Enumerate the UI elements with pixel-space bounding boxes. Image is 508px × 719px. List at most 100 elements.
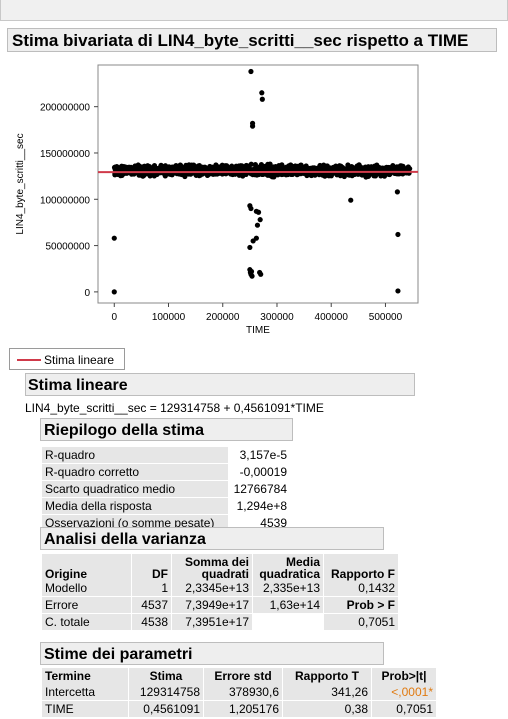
y-tick-label: 150000000 (40, 149, 90, 160)
anova-f: 0,7051 (323, 613, 399, 631)
params-p: 0,7051 (371, 700, 437, 718)
anova-media (252, 613, 324, 631)
data-point (374, 162, 380, 168)
data-point (297, 163, 304, 170)
col-media: Media quadratica (252, 554, 324, 580)
data-point (265, 172, 271, 178)
outlier-point (248, 205, 254, 212)
data-point (393, 166, 399, 172)
outlier-point (249, 273, 255, 279)
outlier-point (394, 189, 400, 195)
params-row: TIME 0,4561091 1,205176 0,38 0,7051 (42, 700, 437, 718)
data-point (123, 165, 129, 171)
x-tick-label: 500000 (369, 312, 403, 323)
params-termine: Intercetta (42, 684, 129, 701)
outlier-point (255, 209, 262, 215)
data-point (245, 166, 252, 172)
x-tick-label: 300000 (260, 312, 294, 323)
data-point (402, 166, 408, 172)
x-tick-label: 200000 (206, 312, 240, 323)
summary-label: Media della risposta (42, 497, 228, 515)
data-point (363, 174, 369, 180)
data-point (217, 166, 224, 172)
summary-value: -0,00019 (239, 465, 287, 479)
summary-value: 12766784 (233, 482, 287, 496)
outlier-point (249, 123, 256, 129)
y-tick-label: 200000000 (40, 103, 90, 114)
data-point (265, 162, 271, 168)
summary-value: 4539 (260, 516, 287, 530)
outlier-point (257, 217, 263, 223)
col-rapporto-f: Rapporto F (323, 554, 399, 580)
anova-df: 1 (131, 580, 172, 597)
y-tick-label: 100000000 (40, 195, 90, 206)
chart-legend[interactable]: Stima lineare (9, 348, 125, 370)
data-point (177, 162, 184, 168)
outlier-point (248, 68, 254, 75)
summary-label: R-quadro corretto (42, 463, 228, 481)
data-point (330, 164, 337, 171)
outlier-point (259, 90, 265, 96)
report-title[interactable]: Stima bivariata di LIN4_byte_scritti__se… (7, 28, 497, 52)
data-point (117, 165, 123, 171)
params-termine: TIME (42, 700, 129, 718)
summary-label: Scarto quadratico medio (42, 480, 228, 498)
outlier-point (248, 268, 255, 275)
anova-origine: C. totale (42, 613, 132, 631)
anova-f: Prob > F (323, 596, 399, 614)
data-point (229, 166, 235, 172)
col-somma: Somma dei quadrati (171, 554, 253, 580)
params-p: <,0001* (371, 684, 437, 701)
data-point (113, 165, 119, 171)
params-stima: 129314758 (128, 684, 204, 701)
anova-f: 0,1432 (323, 580, 399, 597)
data-point (212, 166, 219, 173)
outlier-point (259, 96, 265, 102)
outlier-point (348, 197, 354, 203)
anova-somma: 7,3949e+17 (171, 596, 253, 614)
params-col-header: Errore std (203, 668, 283, 684)
anova-media: 1,63e+14 (252, 596, 324, 614)
y-tick-label: 50000000 (46, 242, 91, 253)
summary-value: 3,157e-5 (239, 448, 287, 463)
summary-label: R-quadro (42, 447, 228, 464)
col-df: DF (131, 554, 172, 580)
x-tick-label: 400000 (315, 312, 349, 323)
data-point (131, 166, 137, 173)
scatter-plot-svg[interactable]: 0 50000000 100000000 150000000 200000000 0 100… (0, 58, 508, 348)
data-point (159, 165, 166, 171)
anova-df: 4538 (131, 613, 172, 631)
x-tick-label: 0 (111, 312, 117, 323)
y-axis-label: LIN4_byte_scritti__sec (15, 133, 26, 234)
scatter-chart[interactable]: 0 50000000 100000000 150000000 200000000 0 100… (0, 58, 508, 348)
anova-row: Errore 4537 7,3949e+17 1,63e+14 Prob > F (42, 596, 399, 614)
data-point (292, 165, 298, 171)
summary-header[interactable]: Riepilogo della stima (40, 418, 293, 441)
anova-somma: 2,3345e+13 (171, 580, 253, 597)
data-point (326, 166, 333, 172)
params-col-header: Rapporto T (282, 668, 372, 684)
params-header[interactable]: Stime dei parametri (40, 642, 384, 665)
data-point (318, 165, 324, 171)
y-tick-label: 0 (84, 288, 90, 299)
summary-table: R-quadro 3,157e-5 R-quadro corretto -0,00… (42, 447, 290, 532)
params-errore: 1,205176 (203, 700, 283, 718)
data-point (253, 165, 259, 171)
summary-row: R-quadro 3,157e-5 (42, 447, 290, 464)
params-col-header: Prob>|t| (371, 668, 437, 684)
data-point (407, 166, 413, 172)
legend-line-swatch (17, 359, 41, 361)
outlier-point (395, 231, 401, 238)
outlier-point (254, 222, 261, 228)
anova-header[interactable]: Analisi della varianza (40, 527, 384, 550)
outlier-point (250, 238, 256, 244)
anova-df: 4537 (131, 596, 172, 614)
anova-origine: Modello (42, 580, 132, 597)
linear-fit-header[interactable]: Stima lineare (25, 373, 415, 396)
data-point (313, 166, 320, 172)
data-point (347, 171, 353, 178)
data-point (137, 164, 143, 171)
window-top-bar (0, 0, 508, 21)
summary-row: Media della risposta 1,294e+8 (42, 497, 290, 515)
summary-row: Scarto quadratico medio 12766784 (42, 480, 290, 498)
